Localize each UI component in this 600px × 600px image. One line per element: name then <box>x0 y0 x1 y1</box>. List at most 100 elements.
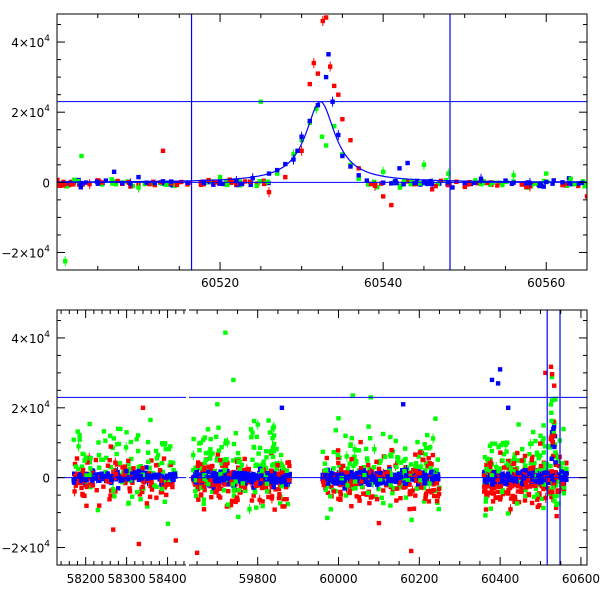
data-point <box>283 485 289 490</box>
data-point <box>268 474 273 480</box>
data-point <box>422 442 427 447</box>
data-point <box>237 467 242 472</box>
data-point <box>216 425 221 430</box>
data-point <box>332 472 338 478</box>
data-point <box>172 471 178 476</box>
data-point <box>249 435 254 440</box>
data-point <box>343 493 348 498</box>
data-point <box>162 484 167 489</box>
data-point <box>64 184 69 189</box>
data-point <box>503 481 508 487</box>
data-point <box>93 457 99 463</box>
data-point <box>539 479 544 485</box>
data-point <box>264 455 269 460</box>
data-point <box>389 202 394 208</box>
data-point <box>429 181 435 186</box>
data-point <box>564 466 569 471</box>
data-point <box>271 433 277 438</box>
data-point <box>414 486 419 491</box>
data-point <box>484 476 489 482</box>
data-point <box>340 463 346 469</box>
data-point <box>530 472 535 478</box>
y-tick-base: 2×10 <box>11 106 44 120</box>
data-point <box>285 502 290 507</box>
data-point <box>364 178 369 183</box>
data-point <box>101 484 106 489</box>
data-point <box>374 459 379 464</box>
data-point <box>173 538 178 543</box>
data-point <box>136 541 142 547</box>
data-point <box>320 479 326 484</box>
data-point <box>220 181 225 187</box>
data-point <box>170 484 175 490</box>
data-point <box>326 52 331 57</box>
data-point <box>515 450 520 456</box>
data-point <box>454 179 459 184</box>
data-point <box>197 478 202 483</box>
data-point <box>335 452 341 458</box>
data-point <box>505 440 510 445</box>
data-point <box>550 181 555 186</box>
data-point <box>497 477 503 482</box>
data-point <box>349 469 354 475</box>
data-point <box>83 455 88 460</box>
data-point <box>319 134 325 139</box>
data-point <box>278 452 284 458</box>
data-point <box>209 480 214 485</box>
x-tick-label: 58300 <box>108 572 146 586</box>
data-point <box>283 174 288 180</box>
data-point <box>390 491 395 496</box>
data-point <box>548 402 554 407</box>
data-point <box>403 446 408 451</box>
data-point <box>254 480 259 485</box>
data-point <box>95 181 100 186</box>
data-point <box>208 447 213 452</box>
data-point <box>136 185 141 190</box>
data-point <box>237 456 242 462</box>
data-point <box>284 497 289 502</box>
data-point <box>129 456 134 462</box>
data-point <box>489 377 495 383</box>
data-point <box>206 469 211 475</box>
data-point <box>287 463 292 469</box>
data-point <box>405 477 411 482</box>
data-point <box>257 463 262 468</box>
data-point <box>576 183 581 189</box>
data-point <box>353 479 358 484</box>
data-point <box>427 481 432 486</box>
data-point <box>228 502 234 508</box>
data-point <box>542 461 547 466</box>
data-point <box>196 460 201 465</box>
data-point <box>388 503 393 508</box>
data-point <box>250 430 255 435</box>
data-point <box>84 483 90 489</box>
data-point <box>340 117 345 122</box>
data-point <box>362 479 367 485</box>
data-point <box>413 180 418 186</box>
x-tick-label: 60600 <box>562 572 600 586</box>
data-point <box>250 175 255 181</box>
data-point <box>395 459 400 464</box>
data-point <box>407 492 412 497</box>
data-point <box>523 468 528 473</box>
data-point <box>197 448 202 453</box>
data-point <box>508 482 514 487</box>
data-point <box>473 178 478 183</box>
data-point <box>549 410 554 415</box>
data-point <box>412 477 417 483</box>
data-point <box>430 436 436 441</box>
data-point <box>222 482 227 487</box>
data-point <box>555 489 561 494</box>
data-point <box>75 178 81 184</box>
data-point <box>231 493 237 498</box>
data-point <box>478 181 484 187</box>
data-point <box>541 486 546 492</box>
data-point <box>194 469 199 475</box>
data-point <box>79 181 84 186</box>
series-points <box>71 15 587 208</box>
data-point <box>202 435 207 440</box>
data-point <box>206 482 211 487</box>
data-point <box>115 178 120 184</box>
data-point <box>199 466 204 471</box>
data-point <box>105 471 110 476</box>
